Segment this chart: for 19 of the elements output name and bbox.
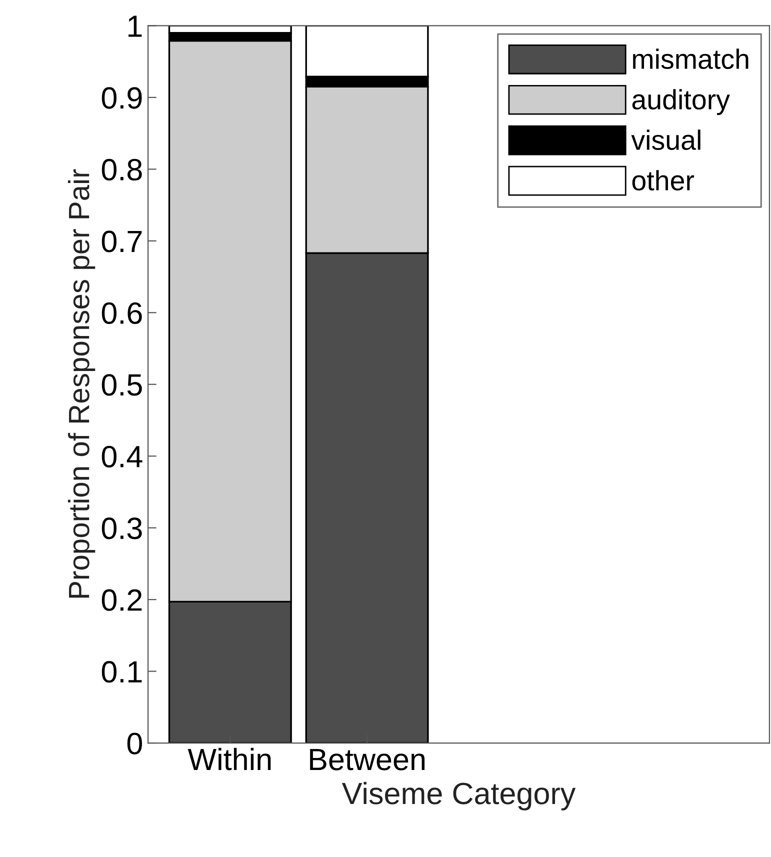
y-tick-label: 0.5 [102, 374, 142, 396]
y-tick-label: 0.2 [102, 589, 142, 611]
y-tick-label: 0.6 [102, 302, 142, 324]
legend-label: other [632, 170, 694, 190]
x-tick-label: Within [188, 748, 271, 770]
legend-label: visual [631, 130, 700, 150]
y-tick-label: 0 [127, 732, 142, 754]
legend-label: mismatch [633, 48, 748, 70]
y-tick-label: 0.1 [102, 661, 142, 683]
y-tick-label: 0.8 [102, 158, 142, 181]
y-tick-label: 0.7 [102, 230, 142, 252]
legend-label: auditory [632, 89, 730, 116]
y-axis-title: Proportion of Responses per Pair [68, 169, 96, 598]
y-tick-label: 0.9 [102, 87, 142, 109]
x-tick-label: Between [310, 749, 425, 770]
y-tick-label: 0.4 [102, 446, 142, 468]
y-tick-label: 0.3 [102, 518, 142, 540]
y-tick-label: 1 [128, 16, 142, 37]
x-axis-title: Viseme Category [342, 782, 576, 810]
